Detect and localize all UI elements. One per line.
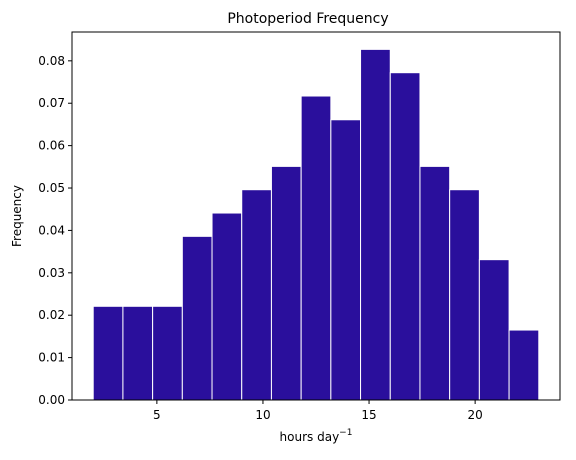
x-tick-label: 10	[255, 408, 270, 422]
histogram-bar-8	[300, 95, 332, 401]
chart-title: Photoperiod Frequency	[227, 11, 388, 27]
x-tick-label: 20	[467, 408, 482, 422]
histogram-bar-4	[181, 235, 213, 401]
y-tick-label: 0.04	[38, 223, 65, 237]
y-tick-label: 0.08	[38, 54, 65, 68]
histogram-bar-5	[211, 212, 243, 401]
x-axis-label-base: hours day	[280, 430, 340, 444]
x-axis-label: hours day−1	[280, 428, 353, 444]
histogram-bar-6	[241, 189, 272, 401]
histogram-bar-12	[419, 165, 451, 401]
histogram-bar-10	[360, 48, 391, 401]
y-tick-label: 0.07	[38, 96, 65, 110]
histogram-bar-9	[330, 119, 362, 401]
histogram-bar-13	[449, 189, 480, 401]
bars-group	[92, 48, 540, 401]
y-tick-label: 0.00	[38, 393, 65, 407]
y-axis-label: Frequency	[10, 185, 24, 247]
histogram-bar-3	[152, 305, 183, 401]
y-tick-label: 0.02	[38, 308, 65, 322]
histogram-bar-11	[389, 72, 421, 401]
histogram-bar-1	[92, 305, 124, 401]
y-axis-ticks: 0.00 0.01 0.02 0.03 0.04 0.05 0.06 0.07 0.08	[38, 54, 72, 407]
x-tick-label: 5	[153, 408, 161, 422]
y-tick-label: 0.06	[38, 139, 65, 153]
y-tick-label: 0.05	[38, 181, 65, 195]
histogram-bar-7	[270, 165, 302, 401]
y-tick-label: 0.01	[38, 351, 65, 365]
histogram-bar-14	[478, 259, 510, 401]
plot-frame	[71, 31, 561, 401]
x-axis-label-exponent: −1	[339, 428, 352, 438]
histogram-bar-2	[122, 305, 154, 401]
x-axis-ticks: 5 10 15 20	[153, 400, 483, 422]
y-tick-label: 0.03	[38, 266, 65, 280]
x-tick-label: 15	[361, 408, 376, 422]
histogram-bar-15	[508, 329, 540, 401]
